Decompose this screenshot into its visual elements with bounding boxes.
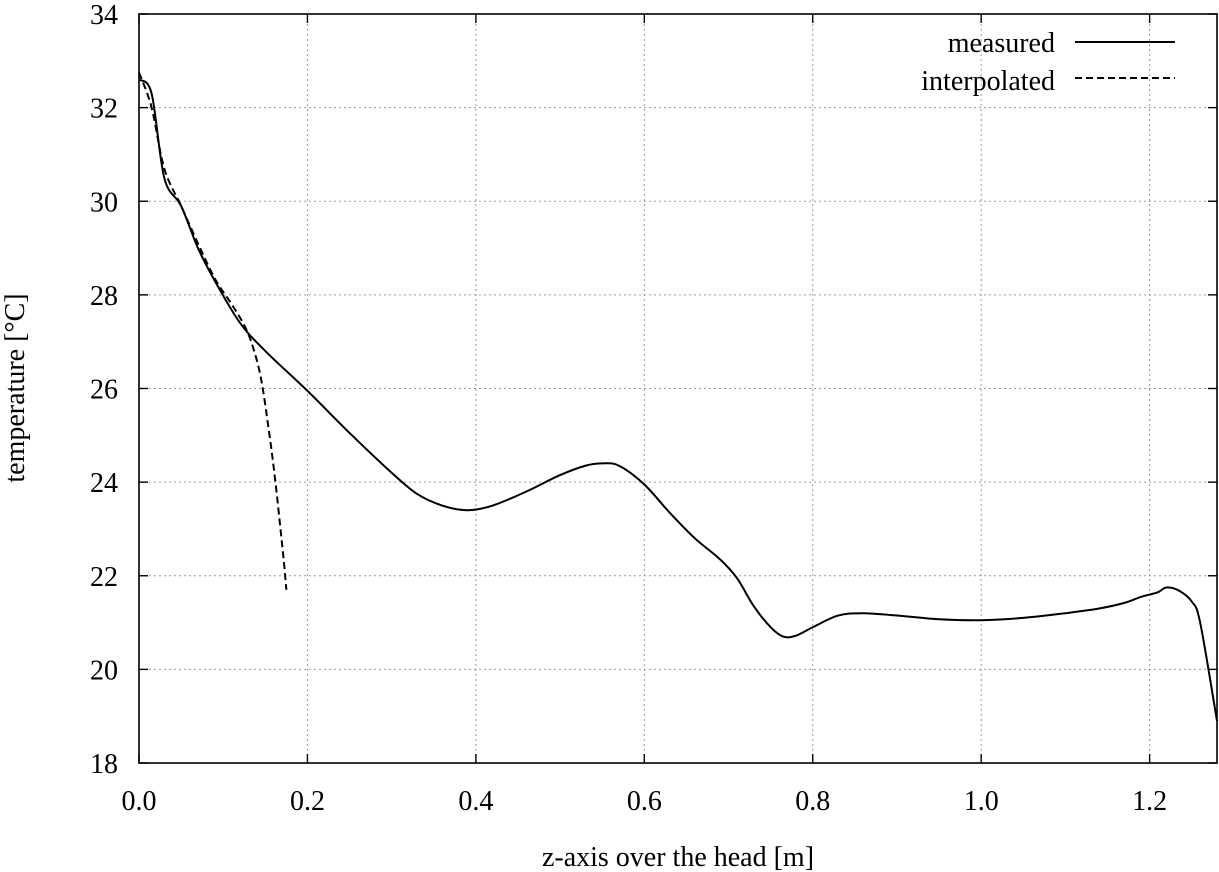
y-axis-title: temperature [°C] xyxy=(0,293,31,482)
series-line-interpolated xyxy=(138,72,288,590)
y-tick-label: 30 xyxy=(90,187,118,218)
x-tick-label: 1.2 xyxy=(1132,786,1167,817)
series-lines xyxy=(138,72,1218,722)
y-tick-label: 34 xyxy=(90,0,118,31)
y-tick-label: 28 xyxy=(90,281,118,312)
x-axis-title: z-axis over the head [m] xyxy=(542,842,814,872)
x-tick-label: 0.4 xyxy=(458,786,493,817)
legend: measured interpolated xyxy=(921,28,1175,97)
y-tick-label: 26 xyxy=(90,375,118,406)
y-tick-label: 20 xyxy=(90,655,118,686)
x-tick-label: 0.0 xyxy=(122,786,157,817)
legend-label-measured: measured xyxy=(948,28,1055,59)
legend-label-interpolated: interpolated xyxy=(921,66,1055,97)
y-tick-label: 22 xyxy=(90,562,118,593)
y-tick-label: 24 xyxy=(90,468,118,499)
plot-frame xyxy=(138,13,1218,764)
x-tick-labels: 0.0 0.2 0.4 0.6 0.8 1.0 1.2 xyxy=(122,786,1168,817)
x-tick-label: 0.6 xyxy=(627,786,662,817)
y-tick-label: 32 xyxy=(90,94,118,125)
grid-lines xyxy=(139,14,1217,763)
x-tick-label: 0.2 xyxy=(290,786,325,817)
series-line-measured xyxy=(138,78,1218,722)
axis-ticks xyxy=(138,13,1217,764)
y-tick-label: 18 xyxy=(90,749,118,780)
y-tick-labels: 18 20 22 24 26 28 30 32 34 xyxy=(90,0,118,780)
x-tick-label: 0.8 xyxy=(795,786,830,817)
x-tick-label: 1.0 xyxy=(964,786,999,817)
